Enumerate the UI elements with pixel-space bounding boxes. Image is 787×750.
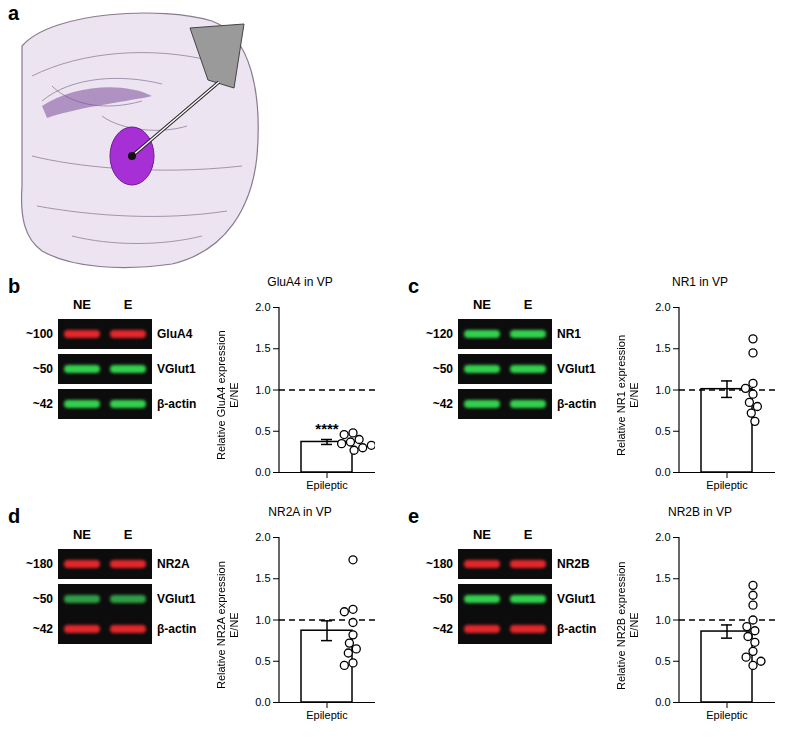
- html-text:d: d: [8, 505, 21, 527]
- svg-text:~50: ~50: [33, 362, 54, 376]
- html-text:Relative GluA4 expression E/NE: Relative GluA4 expression E/NE: [215, 330, 240, 461]
- svg-text:2.0: 2.0: [655, 301, 670, 313]
- html-text:Relative NR2B expression E/NE: Relative NR2B expression E/NE: [615, 561, 640, 690]
- svg-text:0.0: 0.0: [655, 466, 670, 478]
- svg-text:~42: ~42: [433, 622, 454, 636]
- svg-text:****: ****: [315, 420, 339, 437]
- svg-text:VGlut1: VGlut1: [557, 362, 596, 376]
- svg-text:~42: ~42: [33, 397, 54, 411]
- svg-text:E: E: [524, 527, 533, 542]
- svg-text:~180: ~180: [26, 557, 53, 571]
- svg-text:Epileptic: Epileptic: [306, 479, 348, 491]
- svg-text:~50: ~50: [33, 592, 54, 606]
- svg-text:0.5: 0.5: [655, 655, 670, 667]
- svg-text:1.5: 1.5: [255, 342, 270, 354]
- svg-text:0.0: 0.0: [255, 696, 270, 708]
- svg-text:0.5: 0.5: [655, 425, 670, 437]
- html-text:c: c: [408, 275, 420, 297]
- svg-text:NE: NE: [73, 527, 91, 542]
- svg-text:E: E: [124, 527, 133, 542]
- svg-text:NR2B: NR2B: [557, 557, 590, 571]
- svg-text:1.0: 1.0: [255, 614, 270, 626]
- svg-text:~180: ~180: [426, 557, 453, 571]
- svg-text:~120: ~120: [426, 327, 453, 341]
- html-text:GluA4 in VP: GluA4 in VP: [267, 275, 333, 289]
- html-text:a: a: [8, 2, 20, 24]
- svg-text:VGlut1: VGlut1: [557, 592, 596, 606]
- svg-text:~50: ~50: [433, 362, 454, 376]
- svg-text:E: E: [124, 297, 133, 312]
- svg-text:2.0: 2.0: [255, 531, 270, 543]
- svg-text:1.0: 1.0: [255, 384, 270, 396]
- svg-text:0.0: 0.0: [255, 466, 270, 478]
- svg-text:2.0: 2.0: [255, 301, 270, 313]
- svg-text:~50: ~50: [433, 592, 454, 606]
- html-text:NR2A in VP: NR2A in VP: [268, 505, 332, 519]
- svg-text:Epileptic: Epileptic: [306, 709, 348, 721]
- html-text:b: b: [8, 275, 21, 297]
- svg-text:~42: ~42: [33, 622, 54, 636]
- html-text:e: e: [408, 505, 420, 527]
- html-text:Relative NR2A expression E/NE: Relative NR2A expression E/NE: [215, 561, 240, 690]
- svg-text:NR1: NR1: [557, 327, 581, 341]
- svg-text:2.0: 2.0: [655, 531, 670, 543]
- svg-text:1.0: 1.0: [655, 384, 670, 396]
- svg-text:0.5: 0.5: [255, 425, 270, 437]
- svg-text:1.0: 1.0: [655, 614, 670, 626]
- svg-text:VGlut1: VGlut1: [157, 592, 196, 606]
- svg-text:Epileptic: Epileptic: [706, 709, 748, 721]
- svg-text:β-actin: β-actin: [557, 622, 596, 636]
- svg-text:β-actin: β-actin: [157, 622, 196, 636]
- svg-text:β-actin: β-actin: [157, 397, 196, 411]
- svg-text:1.5: 1.5: [255, 572, 270, 584]
- svg-text:1.5: 1.5: [655, 342, 670, 354]
- svg-text:~42: ~42: [433, 397, 454, 411]
- svg-text:VGlut1: VGlut1: [157, 362, 196, 376]
- html-text:Relative NR1 expression E/NE: Relative NR1 expression E/NE: [615, 335, 640, 456]
- svg-text:NR2A: NR2A: [157, 557, 190, 571]
- svg-text:E: E: [524, 297, 533, 312]
- svg-text:NE: NE: [473, 297, 491, 312]
- svg-text:0.5: 0.5: [255, 655, 270, 667]
- html-text:NR2B in VP: NR2B in VP: [668, 505, 732, 519]
- svg-text:Epileptic: Epileptic: [706, 479, 748, 491]
- svg-text:GluA4: GluA4: [157, 327, 193, 341]
- html-text:NR1 in VP: NR1 in VP: [672, 275, 728, 289]
- svg-text:1.5: 1.5: [655, 572, 670, 584]
- svg-text:0.0: 0.0: [655, 696, 670, 708]
- svg-text:β-actin: β-actin: [557, 397, 596, 411]
- svg-text:NE: NE: [473, 527, 491, 542]
- svg-text:~100: ~100: [26, 327, 53, 341]
- svg-text:NE: NE: [73, 297, 91, 312]
